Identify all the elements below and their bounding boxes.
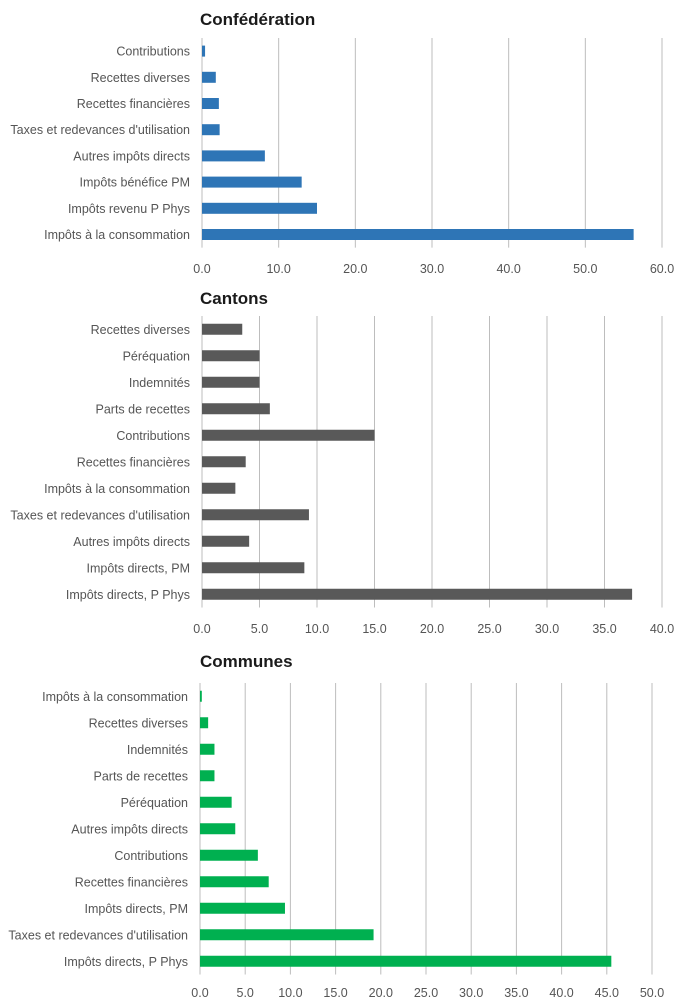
category-label: Autres impôts directs	[71, 822, 188, 836]
x-tick-label: 35.0	[504, 986, 528, 1000]
x-tick-label: 0.0	[193, 262, 210, 276]
category-label: Impôts directs, P Phys	[66, 588, 190, 602]
bar	[202, 482, 236, 494]
x-tick-label: 60.0	[650, 262, 674, 276]
bar	[200, 717, 209, 729]
bar	[200, 823, 236, 835]
category-label: Recettes financières	[77, 97, 190, 111]
bar	[202, 98, 219, 109]
category-label: Parts de recettes	[96, 402, 191, 416]
category-label: Impôts revenu P Phys	[68, 202, 190, 216]
x-tick-label: 15.0	[323, 986, 347, 1000]
bar	[200, 743, 215, 755]
category-label: Parts de recettes	[94, 769, 189, 783]
category-label: Contributions	[116, 429, 190, 443]
x-tick-label: 20.0	[343, 262, 367, 276]
x-tick-label: 25.0	[414, 986, 438, 1000]
bar	[202, 202, 317, 214]
x-tick-label: 30.0	[535, 622, 559, 636]
chart-title-confederation: Confédération	[200, 10, 315, 29]
x-tick-label: 20.0	[420, 622, 444, 636]
bar	[202, 124, 220, 136]
bar	[202, 71, 216, 83]
x-tick-label: 0.0	[191, 986, 208, 1000]
x-tick-label: 50.0	[640, 986, 664, 1000]
category-label: Contributions	[114, 849, 188, 863]
category-label: Recettes diverses	[91, 71, 190, 85]
bar	[200, 849, 258, 861]
category-label: Péréquation	[123, 349, 190, 363]
x-tick-label: 5.0	[237, 986, 254, 1000]
category-label: Recettes diverses	[91, 323, 190, 337]
chart-title-cantons: Cantons	[200, 289, 268, 308]
category-label: Impôts à la consommation	[44, 482, 190, 496]
bar	[200, 955, 612, 967]
bar	[202, 45, 206, 57]
bar	[202, 403, 270, 415]
category-label: Impôts à la consommation	[44, 228, 190, 242]
bar	[202, 535, 250, 547]
category-label: Autres impôts directs	[73, 149, 190, 163]
x-tick-label: 25.0	[477, 622, 501, 636]
x-tick-label: 30.0	[420, 262, 444, 276]
category-label: Impôts à la consommation	[42, 690, 188, 704]
category-label: Autres impôts directs	[73, 535, 190, 549]
x-tick-label: 0.0	[193, 622, 210, 636]
x-tick-label: 40.0	[549, 986, 573, 1000]
category-label: Taxes et redevances d'utilisation	[10, 123, 190, 137]
bar	[200, 929, 374, 941]
category-label: Péréquation	[121, 796, 188, 810]
bar	[200, 796, 232, 808]
x-tick-label: 45.0	[595, 986, 619, 1000]
x-tick-label: 30.0	[459, 986, 483, 1000]
category-label: Impôts directs, P Phys	[64, 955, 188, 969]
bar	[202, 456, 246, 468]
x-tick-label: 15.0	[362, 622, 386, 636]
bar	[202, 323, 243, 335]
category-label: Recettes financières	[77, 455, 190, 469]
x-tick-label: 10.0	[266, 262, 290, 276]
bar	[202, 376, 260, 388]
category-label: Indemnités	[127, 743, 188, 757]
bar	[202, 176, 302, 188]
x-tick-label: 40.0	[496, 262, 520, 276]
bar	[200, 770, 215, 782]
bar	[202, 509, 309, 521]
x-tick-label: 10.0	[278, 986, 302, 1000]
bar	[202, 350, 260, 362]
x-tick-label: 40.0	[650, 622, 674, 636]
category-label: Impôts directs, PM	[85, 902, 189, 916]
category-label: Taxes et redevances d'utilisation	[10, 508, 190, 522]
bar	[200, 690, 202, 702]
category-label: Impôts bénéfice PM	[80, 176, 190, 190]
category-label: Recettes diverses	[89, 716, 188, 730]
category-label: Taxes et redevances d'utilisation	[8, 928, 188, 942]
x-tick-label: 35.0	[592, 622, 616, 636]
bar	[202, 229, 634, 240]
bar	[202, 562, 305, 574]
category-label: Recettes financières	[75, 875, 188, 889]
chart-1: 0.0 5.0 10.0 15.0 20.0 25.0 30.0 35.0 40.0 Recett…	[10, 316, 674, 636]
chart-title-communes: Communes	[200, 652, 293, 671]
chart-2: 0.0 5.0 10.0 15.0 20.0 25.0 30.0 35.0 40.0 45.0 50…	[8, 683, 664, 1000]
category-label: Indemnités	[129, 376, 190, 390]
x-tick-label: 5.0	[251, 622, 268, 636]
bar	[202, 150, 265, 162]
bar	[200, 876, 269, 888]
chart-0: 0.0 10.0 20.0 30.0 40.0 50.0 60.0 Contributions…	[10, 38, 674, 276]
x-tick-label: 50.0	[573, 262, 597, 276]
category-label: Contributions	[116, 45, 190, 59]
bar	[202, 588, 633, 600]
x-tick-label: 10.0	[305, 622, 329, 636]
category-label: Impôts directs, PM	[87, 561, 191, 575]
bar	[202, 429, 375, 441]
bar	[200, 902, 285, 914]
x-tick-label: 20.0	[369, 986, 393, 1000]
